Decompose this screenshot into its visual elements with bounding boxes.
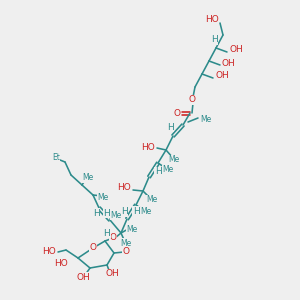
Text: HO: HO <box>205 16 219 25</box>
Text: H: H <box>93 208 99 217</box>
Text: OH: OH <box>105 269 119 278</box>
Text: O: O <box>89 244 97 253</box>
Text: O: O <box>188 95 196 104</box>
Text: Et: Et <box>52 154 60 163</box>
Text: OH: OH <box>215 71 229 80</box>
Text: O: O <box>122 247 130 256</box>
Text: H: H <box>103 208 110 217</box>
Text: Me: Me <box>168 155 180 164</box>
Text: H: H <box>154 167 161 176</box>
Text: HO: HO <box>117 184 131 193</box>
Text: H: H <box>121 208 128 217</box>
Text: Me: Me <box>200 115 211 124</box>
Text: HO: HO <box>141 142 155 152</box>
Text: H: H <box>167 122 173 131</box>
Text: OH: OH <box>222 59 236 68</box>
Text: OH: OH <box>76 272 90 281</box>
Text: HO: HO <box>42 248 56 256</box>
Text: Me: Me <box>110 211 122 220</box>
Text: H: H <box>133 206 140 215</box>
Text: Me: Me <box>146 196 158 205</box>
Text: Me: Me <box>120 238 132 247</box>
Text: HO: HO <box>54 260 68 268</box>
Text: H: H <box>211 35 218 44</box>
Text: OH: OH <box>229 46 243 55</box>
Text: Me: Me <box>162 166 174 175</box>
Text: H: H <box>103 229 110 238</box>
Text: Me: Me <box>126 224 138 233</box>
Text: O: O <box>110 232 116 242</box>
Text: Me: Me <box>82 173 94 182</box>
Text: O: O <box>174 109 181 118</box>
Text: Me: Me <box>140 208 152 217</box>
Text: Me: Me <box>98 193 109 202</box>
